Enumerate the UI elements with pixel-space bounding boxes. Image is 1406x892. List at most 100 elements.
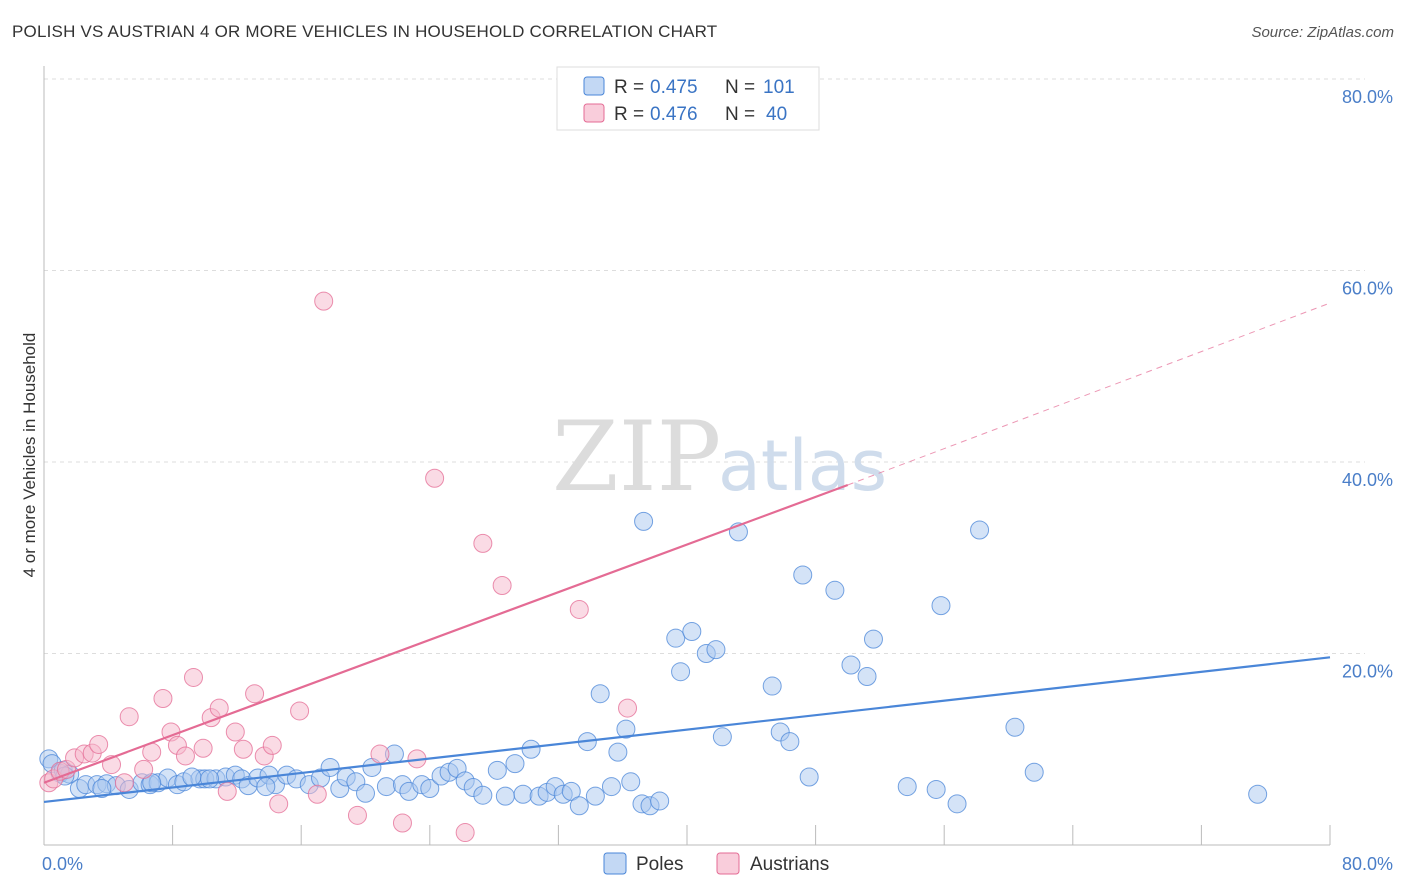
bottom-legend: Poles Austrians xyxy=(603,852,829,875)
tick-labels: 20.0% 40.0% 60.0% 80.0% 0.0% 80.0% xyxy=(42,87,1393,874)
legend-poles-swatch xyxy=(583,76,605,96)
legend-austrians-r-value: 0.476 xyxy=(650,104,698,125)
legend-poles-r-label: R = xyxy=(614,77,644,98)
poles-point-37 xyxy=(376,777,396,797)
austrians-point-23 xyxy=(233,739,253,759)
poles-point-42 xyxy=(420,779,440,799)
poles-point-100 xyxy=(256,777,276,797)
poles-point-62 xyxy=(590,684,610,704)
austrians-point-24 xyxy=(245,684,265,704)
poles-point-69 xyxy=(634,511,654,531)
austrians-point-40 xyxy=(618,698,638,718)
austrians-point-13 xyxy=(153,689,173,709)
watermark: ZIP atlas xyxy=(552,401,887,513)
austrians-point-30 xyxy=(314,291,334,311)
poles-point-70 xyxy=(650,791,670,811)
austrians-point-10 xyxy=(119,707,139,727)
poles-point-65 xyxy=(616,719,636,739)
legend-austrians-r-label: R = xyxy=(614,104,644,125)
poles-point-96 xyxy=(92,779,112,799)
austrians-point-32 xyxy=(370,744,390,764)
austrians-point-28 xyxy=(290,701,310,721)
austrians-point-39 xyxy=(569,599,589,619)
austrians-point-26 xyxy=(262,735,282,755)
austrians-point-21 xyxy=(217,781,237,801)
poles-point-59 xyxy=(569,796,589,816)
poles-point-92 xyxy=(1005,717,1025,737)
poles-point-89 xyxy=(931,596,951,616)
poles-point-90 xyxy=(947,794,967,814)
poles-trendline-fit xyxy=(43,656,1331,804)
poles-point-82 xyxy=(799,767,819,787)
x-tick-label-1: 80.0% xyxy=(1342,854,1393,874)
poles-point-80 xyxy=(780,732,800,752)
watermark-zip: ZIP xyxy=(552,401,721,513)
poles-point-48 xyxy=(473,785,493,805)
austrians-point-37 xyxy=(473,533,493,553)
poles-point-87 xyxy=(897,777,917,797)
legend-austrians-n-value: 40 xyxy=(766,104,787,125)
poles-point-76 xyxy=(712,727,732,747)
bottom-legend-poles-label: Poles xyxy=(636,854,684,875)
austrians-point-18 xyxy=(193,738,213,758)
watermark-atlas: atlas xyxy=(718,425,887,507)
poles-point-98 xyxy=(182,767,202,787)
austrians-point-31 xyxy=(347,805,367,825)
poles-point-71 xyxy=(666,628,686,648)
poles-point-85 xyxy=(857,666,877,686)
austrians-point-9 xyxy=(114,773,134,793)
poles-point-61 xyxy=(585,786,605,806)
poles-point-50 xyxy=(495,786,515,806)
poles-point-53 xyxy=(521,739,541,759)
austrians-point-7 xyxy=(89,734,109,754)
austrians-point-35 xyxy=(425,468,445,488)
poles-point-88 xyxy=(926,779,946,799)
axes xyxy=(43,66,1331,846)
austrians-point-27 xyxy=(269,794,289,814)
y-tick-label-0: 20.0% xyxy=(1342,662,1393,682)
austrians-point-38 xyxy=(492,576,512,596)
poles-point-52 xyxy=(513,784,533,804)
x-tick-label-0: 0.0% xyxy=(42,854,83,874)
austrians-point-36 xyxy=(455,823,475,843)
bottom-legend-austrians-label: Austrians xyxy=(750,854,829,875)
poles-point-63 xyxy=(601,777,621,797)
poles-point-73 xyxy=(682,621,702,641)
y-axis-title: 4 or more Vehicles in Household xyxy=(20,333,39,578)
poles-point-75 xyxy=(706,640,726,660)
poles-point-66 xyxy=(621,772,641,792)
source-label: Source: ZipAtlas.com xyxy=(1251,24,1394,41)
poles-point-64 xyxy=(608,742,628,762)
grid xyxy=(44,78,1365,654)
poles-point-49 xyxy=(487,760,507,780)
austrians-point-11 xyxy=(134,759,154,779)
austrians-points xyxy=(39,291,638,843)
austrians-trendline-fit xyxy=(43,483,849,784)
poles-point-35 xyxy=(356,783,375,803)
poles-point-86 xyxy=(863,629,883,649)
poles-point-84 xyxy=(841,655,861,675)
bottom-legend-poles-swatch xyxy=(603,852,627,875)
y-tick-label-1: 40.0% xyxy=(1342,470,1393,490)
poles-point-31 xyxy=(320,757,340,777)
poles-point-72 xyxy=(671,662,691,682)
austrians-point-22 xyxy=(225,722,245,742)
legend: R = 0.475 N = 101 R = 0.476 N = 40 xyxy=(556,66,820,131)
y-tick-label-2: 60.0% xyxy=(1342,279,1393,299)
legend-poles-n-label: N = xyxy=(725,77,755,98)
poles-point-78 xyxy=(762,676,782,696)
chart-title: POLISH VS AUSTRIAN 4 OR MORE VEHICLES IN… xyxy=(12,22,718,41)
poles-point-83 xyxy=(825,580,845,600)
bottom-legend-austrians-swatch xyxy=(716,852,740,875)
legend-poles-r-value: 0.475 xyxy=(650,77,698,98)
austrians-point-16 xyxy=(175,746,195,766)
poles-point-81 xyxy=(793,565,813,585)
poles-point-94 xyxy=(1248,784,1268,804)
poles-point-99 xyxy=(200,769,220,789)
poles-point-58 xyxy=(561,781,581,801)
austrians-point-33 xyxy=(392,813,412,833)
austrians-point-17 xyxy=(183,667,203,687)
poles-point-91 xyxy=(970,520,990,540)
legend-austrians-n-label: N = xyxy=(725,104,755,125)
